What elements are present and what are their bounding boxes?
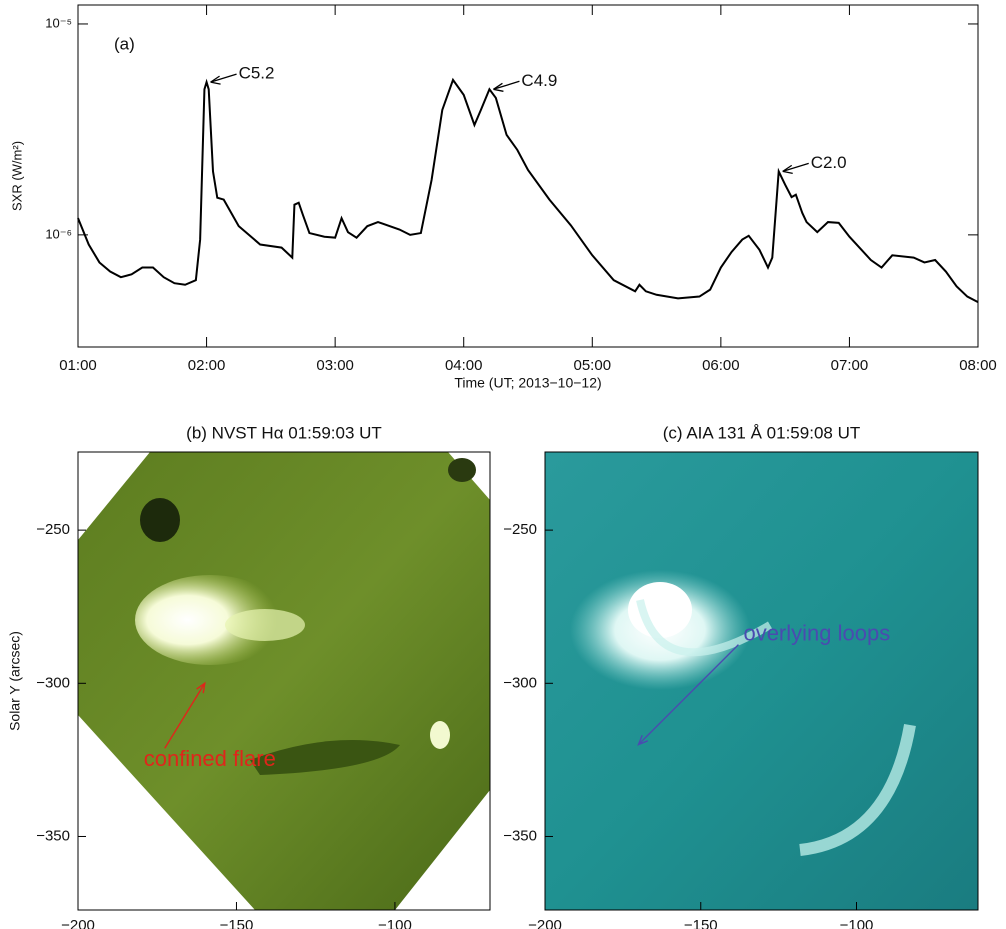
image-b: [78, 452, 490, 910]
sxr-line: [77, 77, 979, 303]
x-tick-label: 07:00: [831, 357, 869, 374]
y-tick-label: −250: [503, 521, 537, 538]
x-tick-label: −100: [840, 917, 874, 929]
arrow-head: [493, 82, 504, 92]
x-tick-label: 02:00: [188, 357, 226, 374]
y-tick-label: −300: [36, 674, 70, 691]
x-tick-label: −150: [220, 917, 254, 929]
annotation: confined flare: [144, 746, 276, 771]
x-tick-label: 08:00: [959, 357, 997, 374]
x-tick-label: 05:00: [574, 357, 612, 374]
x-tick-label: −150: [684, 917, 718, 929]
x-tick-label: −200: [528, 917, 562, 929]
annotation-arrow: [164, 682, 206, 749]
y-tick-label: −300: [503, 674, 537, 691]
y-tick-label: −250: [36, 521, 70, 538]
x-tick-label: 03:00: [316, 357, 354, 374]
image-c: [545, 452, 978, 910]
y-tick-label: 10⁻⁵: [45, 15, 72, 30]
annotation-arrow: [493, 80, 520, 90]
plot-frame: [77, 4, 979, 348]
annotation: C2.0: [811, 153, 847, 172]
x-tick-label: −100: [378, 917, 412, 929]
panel-title: (b) NVST Hα 01:59:03 UT: [186, 423, 382, 442]
y-tick-label: −350: [36, 827, 70, 844]
annotation-arrow: [637, 644, 739, 746]
arrow-head: [782, 164, 793, 175]
panel-title: (c) AIA 131 Å 01:59:08 UT: [663, 423, 861, 442]
arrow-head: [196, 681, 206, 694]
y-tick-label: −350: [503, 827, 537, 844]
image-frame: [544, 451, 979, 911]
annotation-arrow: [782, 162, 809, 173]
panel-label: (a): [114, 34, 135, 53]
x-tick-label: 06:00: [702, 357, 740, 374]
image-frame: [77, 451, 491, 911]
x-axis-label: Time (UT; 2013−10−12): [454, 375, 601, 391]
annotation-arrow: [210, 73, 237, 83]
x-tick-label: 01:00: [59, 357, 97, 374]
y-axis-label: Solar Y (arcsec): [7, 631, 23, 731]
y-tick-label: 10⁻⁶: [45, 226, 72, 241]
arrow-head: [210, 75, 221, 85]
annotation: C5.2: [239, 64, 275, 83]
annotation: overlying loops: [743, 620, 890, 645]
arrow-head: [637, 735, 648, 746]
annotation: C4.9: [521, 71, 557, 90]
x-tick-label: 04:00: [445, 357, 483, 374]
y-axis-label: SXR (W/m²): [9, 141, 24, 211]
x-tick-label: −200: [61, 917, 95, 929]
